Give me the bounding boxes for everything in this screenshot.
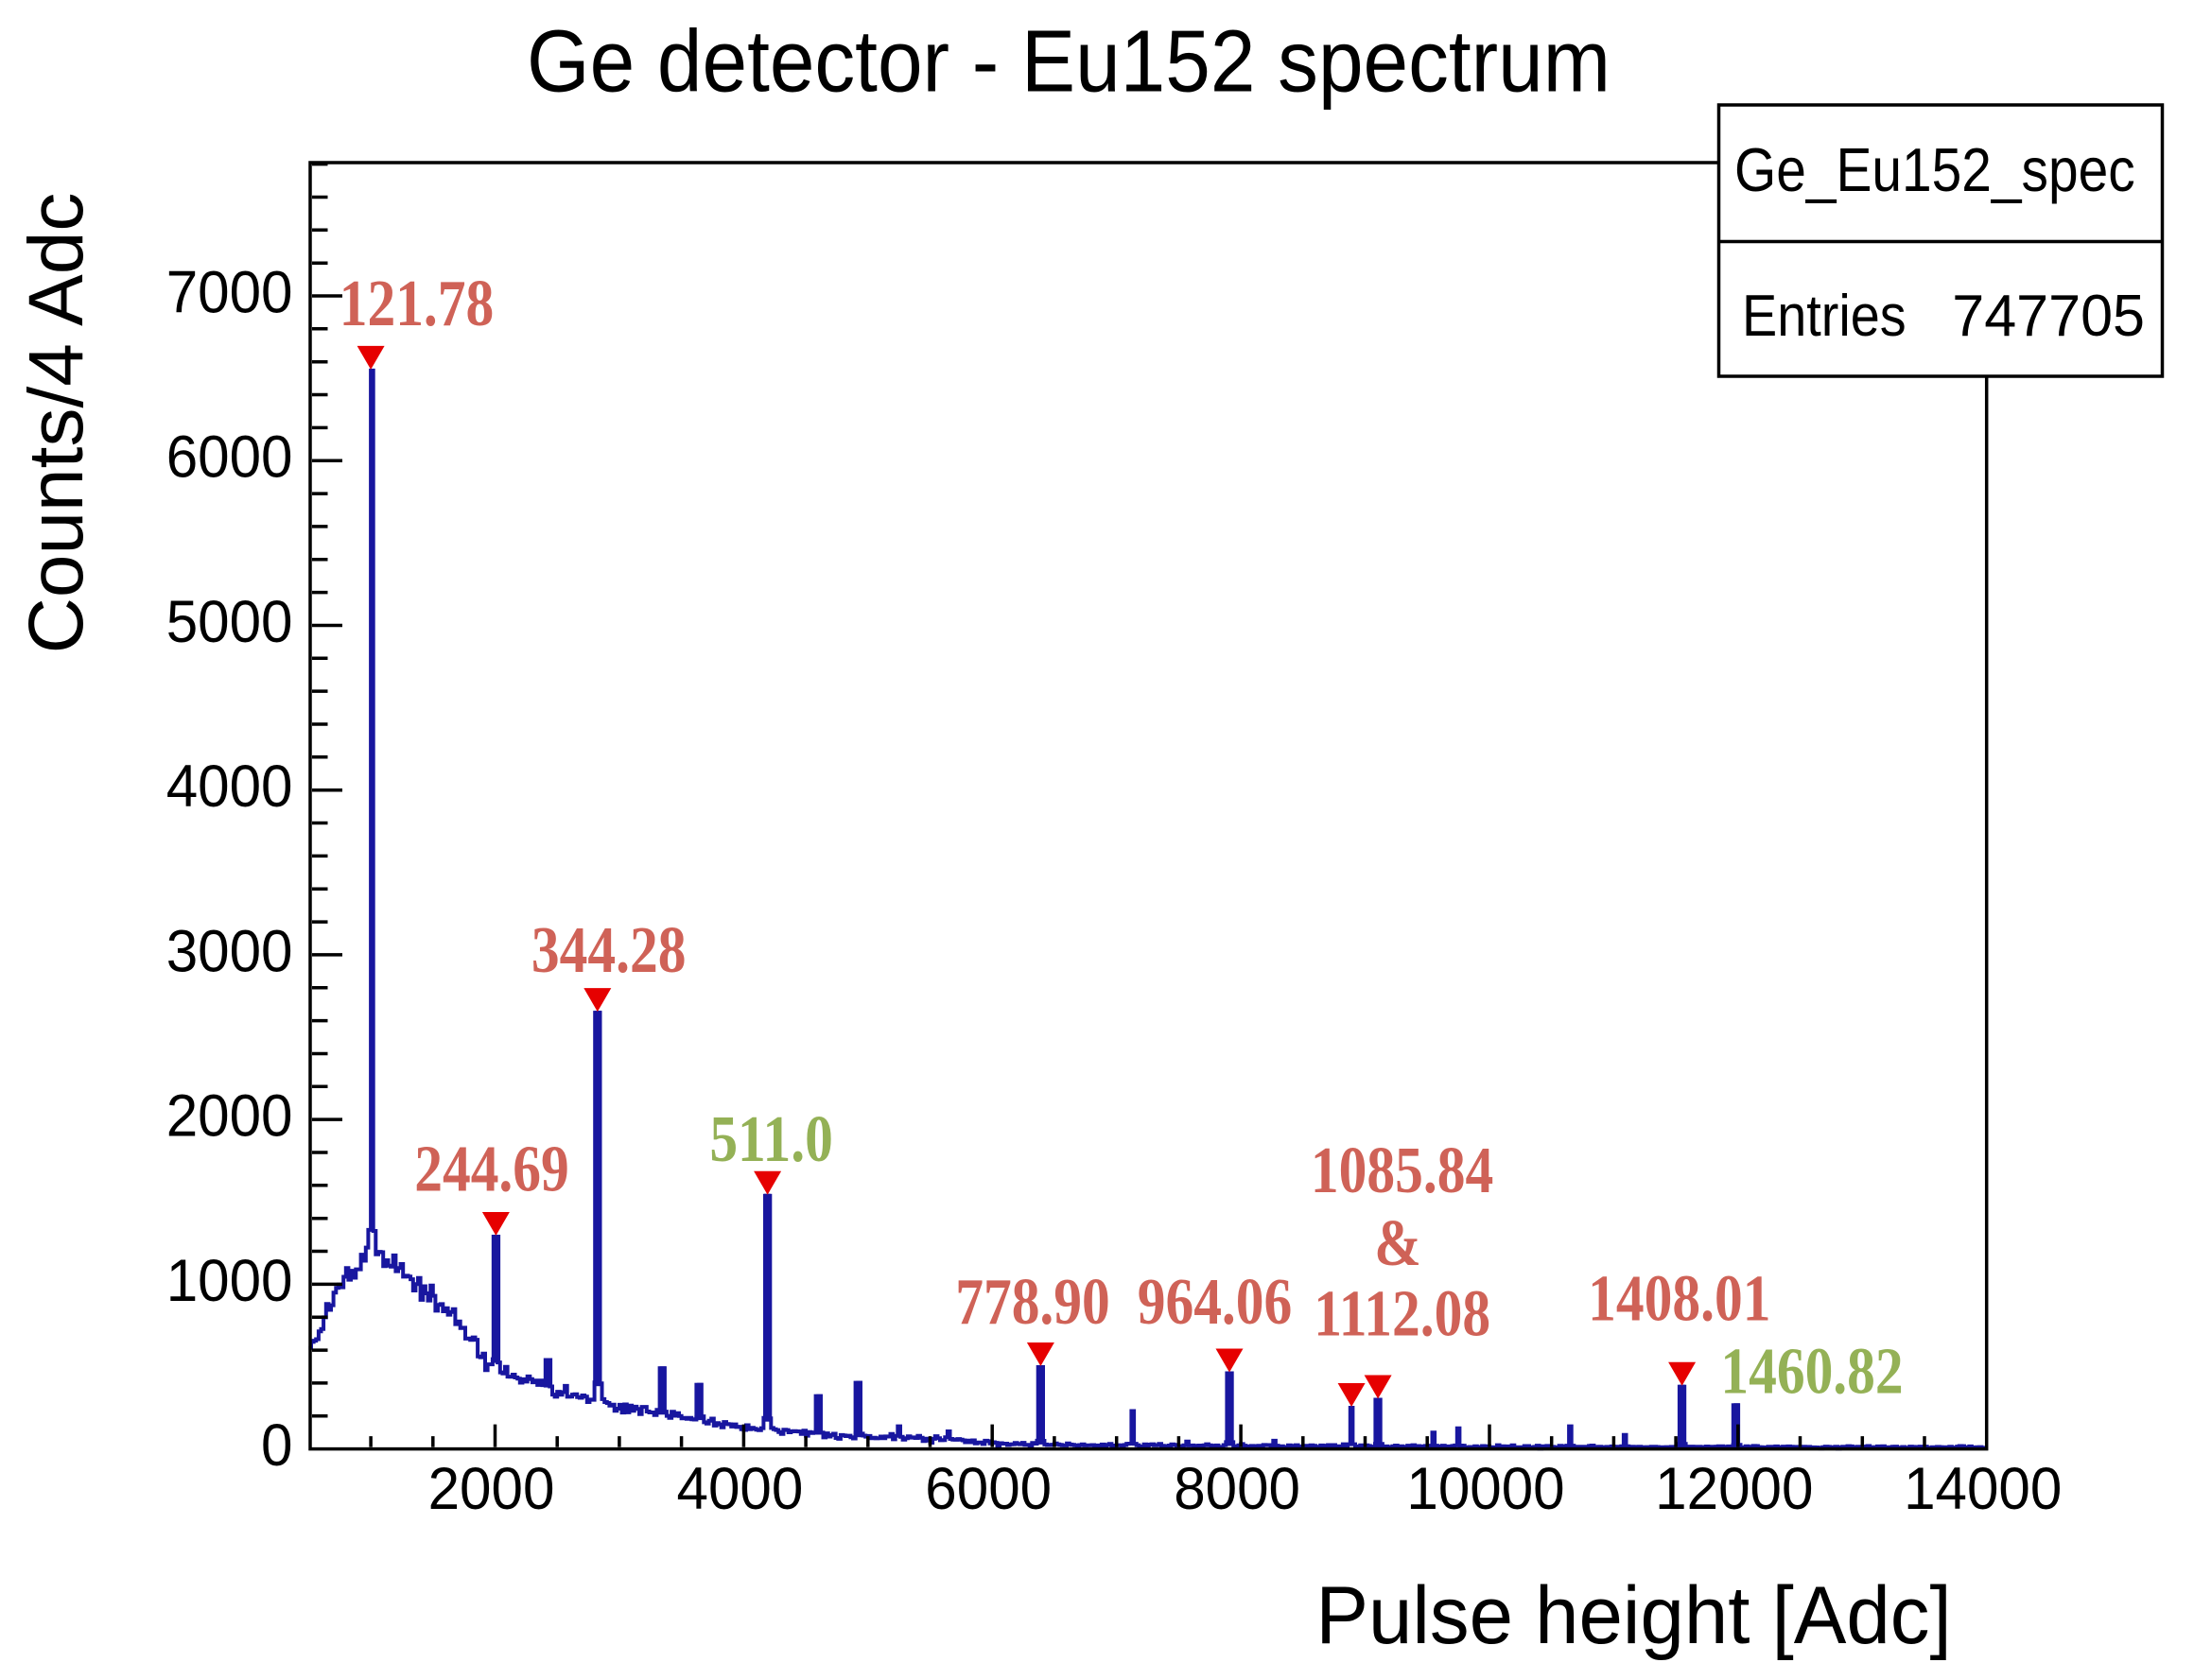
svg-text:8000: 8000 bbox=[1174, 1456, 1300, 1523]
svg-text:121.78: 121.78 bbox=[340, 267, 495, 340]
svg-text:Counts/4 Adc: Counts/4 Adc bbox=[13, 193, 99, 654]
svg-text:Ge detector - Eu152 spectrum: Ge detector - Eu152 spectrum bbox=[527, 11, 1611, 110]
svg-text:6000: 6000 bbox=[166, 424, 293, 491]
svg-text:Pulse height [Adc]: Pulse height [Adc] bbox=[1315, 1569, 1951, 1660]
svg-text:5000: 5000 bbox=[166, 589, 293, 656]
svg-text:1112.08: 1112.08 bbox=[1314, 1277, 1490, 1351]
svg-text:747705: 747705 bbox=[1952, 284, 2145, 350]
svg-text:2000: 2000 bbox=[166, 1082, 293, 1150]
svg-text:4000: 4000 bbox=[166, 753, 293, 821]
svg-text:1408.01: 1408.01 bbox=[1588, 1262, 1770, 1336]
svg-text:0: 0 bbox=[261, 1412, 292, 1480]
svg-text:964.06: 964.06 bbox=[1138, 1266, 1293, 1340]
svg-text:7000: 7000 bbox=[166, 259, 293, 326]
svg-text:1460.82: 1460.82 bbox=[1720, 1335, 1903, 1409]
svg-text:2000: 2000 bbox=[428, 1456, 555, 1523]
svg-text:778.90: 778.90 bbox=[955, 1266, 1110, 1340]
svg-text:14000: 14000 bbox=[1904, 1456, 2062, 1523]
svg-text:244.69: 244.69 bbox=[414, 1133, 569, 1206]
svg-text:10000: 10000 bbox=[1406, 1456, 1564, 1523]
svg-text:1085.84: 1085.84 bbox=[1311, 1134, 1493, 1208]
svg-text:6000: 6000 bbox=[925, 1456, 1052, 1523]
svg-text:1000: 1000 bbox=[166, 1248, 293, 1315]
svg-text:344.28: 344.28 bbox=[531, 914, 687, 988]
svg-text:Entries: Entries bbox=[1742, 284, 1907, 348]
svg-text:&: & bbox=[1374, 1207, 1421, 1281]
svg-text:3000: 3000 bbox=[166, 918, 293, 985]
svg-text:4000: 4000 bbox=[676, 1456, 803, 1523]
svg-text:511.0: 511.0 bbox=[709, 1103, 833, 1177]
svg-text:Ge_Eu152_spec: Ge_Eu152_spec bbox=[1734, 135, 2135, 203]
svg-text:12000: 12000 bbox=[1655, 1456, 1813, 1523]
